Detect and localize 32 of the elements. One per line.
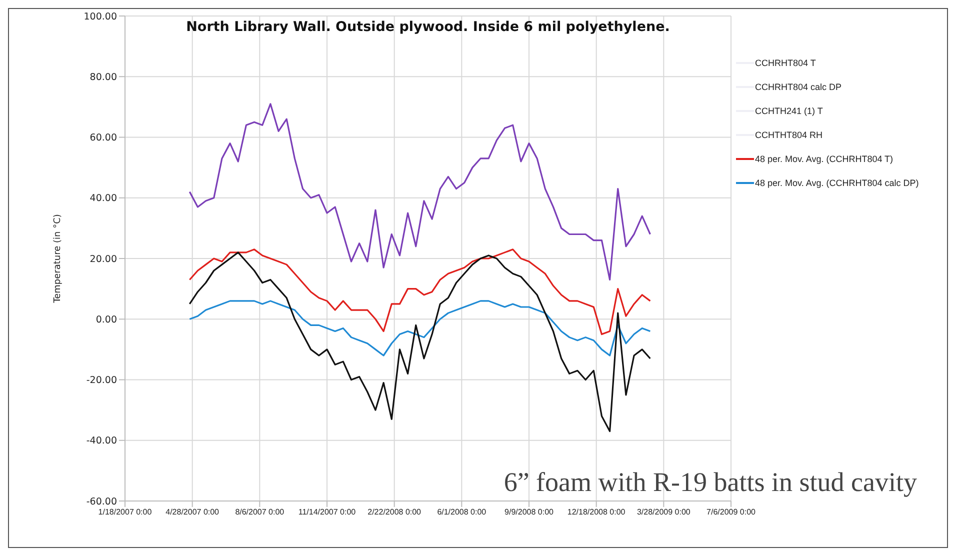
x-tick-label: 11/14/2007 0:00 [298, 508, 356, 517]
legend-label: CCHTH241 (1) T [755, 105, 823, 117]
annotation: 6” foam with R-19 batts in stud cavity [504, 467, 917, 498]
y-tick-label: -20.00 [86, 375, 117, 386]
y-tick-label: 60.00 [90, 132, 117, 144]
x-tick-label: 2/22/2008 0:00 [368, 508, 422, 517]
y-axis-title: Temperature (in °C) [53, 214, 64, 304]
x-tick-label: 12/18/2008 0:00 [567, 508, 626, 517]
x-tick-label: 1/18/2007 0:00 [98, 508, 152, 517]
chart-title: North Library Wall. Outside plywood. Inside 6 mil polyethylene. [185, 19, 671, 35]
x-tick-label: 8/6/2007 0:00 [235, 508, 285, 517]
y-tick-label: -40.00 [86, 436, 117, 447]
line-series [188, 103, 651, 281]
y-tick-label: 80.00 [90, 72, 117, 83]
y-tick-label: 0.00 [96, 314, 117, 326]
legend-label: 48 per. Mov. Avg. (CCHRHT804 T) [755, 153, 894, 165]
line-series [188, 300, 651, 356]
x-tick-label: 7/6/2009 0:00 [706, 508, 756, 517]
x-tick-label: 4/28/2007 0:00 [166, 508, 220, 517]
x-tick-label: 3/28/2009 0:00 [636, 508, 691, 517]
x-tick-label: 9/9/2008 0:00 [504, 508, 554, 517]
legend-label: CCHRHT804 calc DP [755, 81, 842, 93]
x-tick-label: 6/1/2008 0:00 [437, 508, 487, 517]
legend-label: 48 per. Mov. Avg. (CCHRHT804 calc DP) [755, 177, 919, 189]
legend-label: CCHTHT804 RH [755, 129, 823, 141]
y-tick-label: -60.00 [86, 496, 117, 508]
line-series [188, 252, 651, 432]
y-tick-label: 20.00 [90, 254, 117, 265]
line-series [188, 248, 651, 336]
y-tick-label: 100.00 [84, 11, 117, 22]
legend-label: CCHRHT804 T [755, 57, 816, 69]
y-tick-label: 40.00 [90, 193, 117, 204]
